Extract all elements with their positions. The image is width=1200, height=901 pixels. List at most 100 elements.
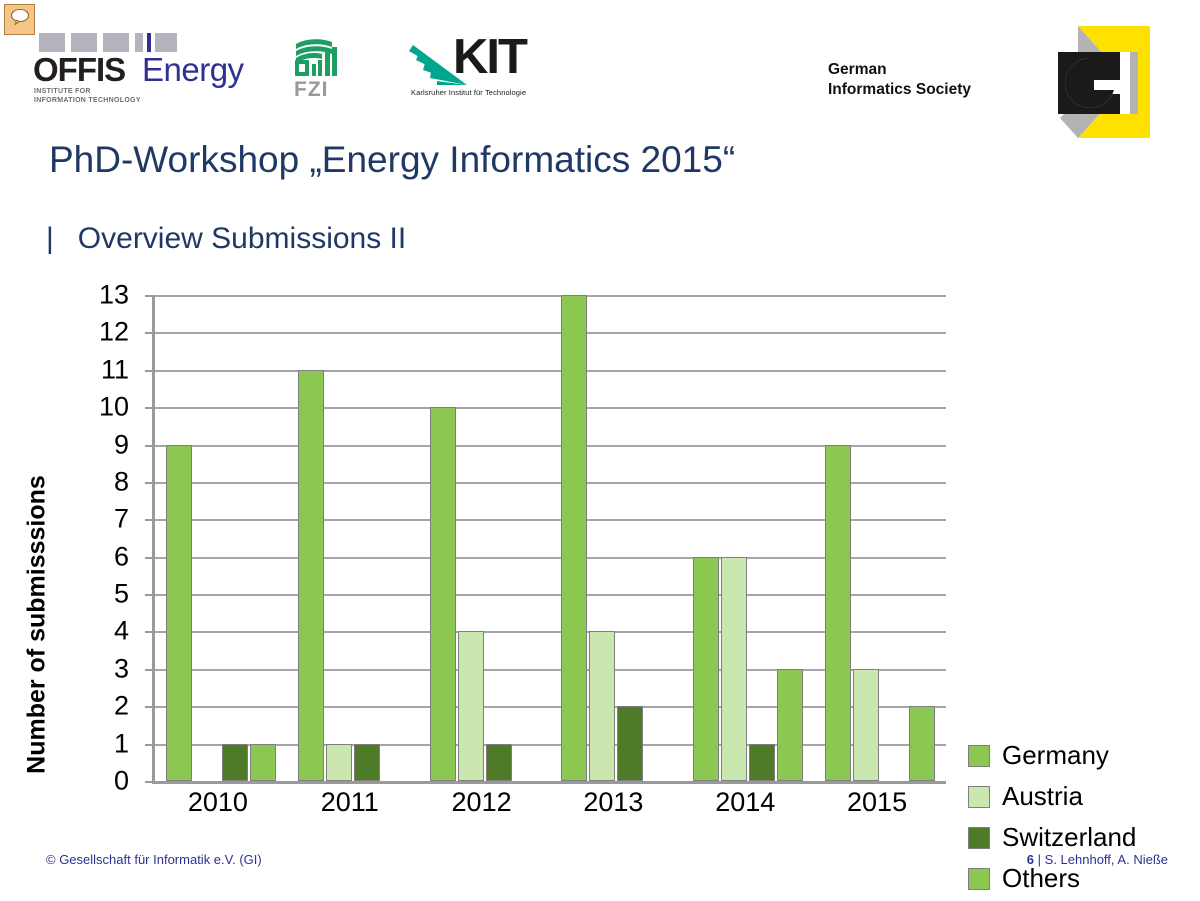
gridline <box>155 743 946 746</box>
bar-others-2014[interactable] <box>777 668 804 781</box>
section-subtitle: | Overview Submissions II <box>46 222 406 256</box>
chart-legend: Germany Austria Switzerland Others <box>968 740 1136 901</box>
bar-slot <box>693 556 720 781</box>
offis-subtitle-line2: INFORMATION TECHNOLOGY <box>34 96 141 104</box>
subtitle-text: Overview Submissions II <box>77 222 407 255</box>
page-title: PhD-Workshop „Energy Informatics 2015“ <box>49 139 736 180</box>
y-axis-tick <box>145 556 155 559</box>
legend-item-germany[interactable]: Germany <box>968 740 1136 771</box>
y-axis-tick <box>145 706 155 709</box>
footer-separator: | <box>1037 852 1042 867</box>
gridline <box>155 481 946 484</box>
bar-austria-2015[interactable] <box>853 668 880 781</box>
legend-item-austria[interactable]: Austria <box>968 781 1136 812</box>
footer-meta: 6 | S. Lehnhoff, A. Nieße <box>1027 852 1168 867</box>
fzi-mark-icon <box>292 39 340 82</box>
comment-badge[interactable] <box>4 4 35 35</box>
x-axis-tick-label: 2015 <box>847 787 908 817</box>
y-axis-tick-label: 5 <box>113 578 129 609</box>
bar-germany-2013[interactable] <box>561 295 588 781</box>
chart-plot-area: 0 1 2 3 4 5 6 7 8 9 10 11 12 13 <box>99 280 946 796</box>
y-axis-tick <box>145 668 155 671</box>
x-axis-tick-label: 2012 <box>451 787 512 817</box>
kit-wordmark: KIT <box>453 30 528 84</box>
gridline <box>155 295 946 297</box>
bar-slot <box>561 295 588 781</box>
offis-subtitle-line1: INSTITUTE FOR <box>34 88 91 95</box>
legend-swatch-icon <box>968 867 990 890</box>
bar-switzerland-2013[interactable] <box>617 706 644 781</box>
legend-item-switzerland[interactable]: Switzerland <box>968 822 1136 853</box>
x-axis-tick-label: 2011 <box>320 787 379 817</box>
gridline <box>155 594 946 597</box>
gridline <box>155 407 946 410</box>
footer-page-number: 6 <box>1026 852 1035 867</box>
bar-slot <box>721 556 748 781</box>
bar-austria-2011[interactable] <box>325 743 352 781</box>
y-axis-tick-label: 8 <box>113 466 129 497</box>
y-axis-tick-label: 10 <box>98 391 129 422</box>
gridline <box>155 444 946 447</box>
chart-x-axis-labels: 2010 2011 2012 2013 2014 2015 <box>152 787 943 818</box>
fzi-logo: FZI <box>292 38 348 100</box>
y-axis-tick-label: 0 <box>113 765 129 796</box>
gridline <box>155 332 946 335</box>
y-axis-tick <box>145 481 155 484</box>
gi-name-line2: Informatics Society <box>828 81 971 98</box>
gridline <box>155 668 946 671</box>
legend-label: Germany <box>1002 740 1109 770</box>
bar-slot <box>249 743 276 781</box>
y-axis-tick-label: 6 <box>113 541 129 572</box>
bar-germany-2010[interactable] <box>165 444 192 781</box>
bar-others-2015[interactable] <box>909 706 936 781</box>
bar-austria-2014[interactable] <box>721 556 748 781</box>
bar-germany-2011[interactable] <box>297 369 324 781</box>
bar-switzerland-2014[interactable] <box>749 743 776 781</box>
offis-subtitle: INSTITUTE FOR INFORMATION TECHNOLOGY <box>34 88 141 105</box>
legend-label: Switzerland <box>1002 822 1137 852</box>
legend-swatch-icon <box>968 785 990 808</box>
bar-germany-2015[interactable] <box>825 444 852 781</box>
bar-germany-2014[interactable] <box>693 556 720 781</box>
offis-bars-icon <box>39 33 194 52</box>
bar-switzerland-2012[interactable] <box>485 743 512 781</box>
bar-switzerland-2011[interactable] <box>353 743 380 781</box>
bar-others-2010[interactable] <box>249 743 276 781</box>
bar-austria-2013[interactable] <box>589 631 616 781</box>
legend-swatch-icon <box>968 744 990 767</box>
bar-group <box>682 295 814 781</box>
gridline <box>155 369 946 372</box>
kit-logo: KIT Karlsruher Institut für Technologie <box>409 33 551 99</box>
legend-item-others[interactable]: Others <box>968 863 1136 894</box>
subtitle-bar: | <box>46 222 54 255</box>
bar-slot <box>165 444 192 781</box>
y-axis-tick <box>145 781 155 783</box>
offis-energy-logo: OFFIS Energy INSTITUTE FOR INFORMATION T… <box>33 33 248 105</box>
y-axis-tick <box>145 743 155 746</box>
bar-slot <box>485 743 512 781</box>
legend-swatch-icon <box>968 826 990 849</box>
bar-switzerland-2010[interactable] <box>221 743 248 781</box>
y-axis-tick-label: 9 <box>113 429 129 460</box>
bar-austria-2012[interactable] <box>457 631 484 781</box>
y-axis-tick <box>145 295 155 297</box>
y-axis-tick <box>145 444 155 447</box>
bar-slot <box>589 631 616 781</box>
footer: © Gesellschaft für Informatik e.V. (GI) … <box>0 852 1200 882</box>
legend-label: Others <box>1002 863 1081 893</box>
bar-germany-2012[interactable] <box>429 407 456 781</box>
bar-slot <box>429 407 456 781</box>
y-axis-tick-label: 4 <box>113 615 129 646</box>
kit-subtitle: Karlsruher Institut für Technologie <box>411 88 527 97</box>
bar-slot <box>825 444 852 781</box>
comment-bubble-icon <box>10 8 30 31</box>
kit-rays-icon <box>409 41 469 92</box>
x-axis-tick-label: 2014 <box>715 787 776 817</box>
y-axis-tick <box>145 519 155 522</box>
y-axis-tick-label: 13 <box>98 279 129 310</box>
bar-group <box>550 295 682 781</box>
bar-slot <box>909 706 936 781</box>
gridline <box>155 519 946 522</box>
bar-slot <box>853 668 880 781</box>
